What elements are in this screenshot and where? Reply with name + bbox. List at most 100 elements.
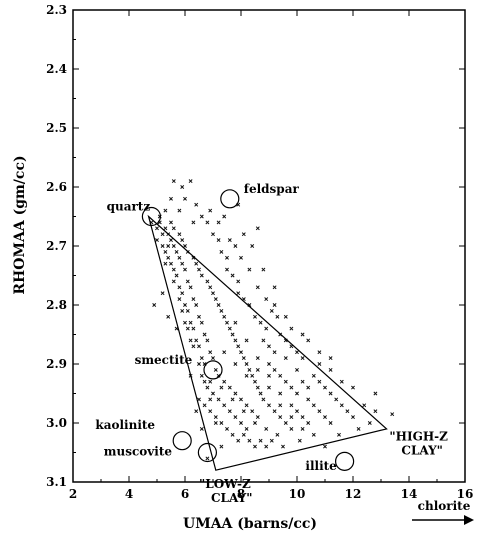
mineral-label-illite: illite [305,459,337,473]
data-point [295,391,299,396]
data-point [241,356,246,361]
data-point [261,267,266,272]
data-point [233,338,238,343]
data-point [222,214,227,219]
data-point [278,373,283,378]
data-point [208,208,213,213]
data-point [255,226,260,231]
data-point [205,220,210,225]
data-point [255,415,260,420]
data-point [222,403,227,408]
data-point [222,314,227,319]
data-point [199,356,204,361]
data-point [177,232,182,237]
data-point [188,179,193,184]
data-point [244,373,249,378]
data-point [169,220,173,225]
data-point [197,314,201,319]
data-point [230,332,235,337]
data-point [239,350,243,355]
y-tick-label: 2.5 [46,121,67,135]
data-point [216,220,221,225]
data-point [264,297,269,302]
data-point [216,303,221,307]
data-point [244,426,249,431]
data-point [306,385,311,390]
data-point [197,344,201,349]
y-tick-label: 2.4 [46,62,67,76]
data-point [202,379,207,384]
data-point [367,421,372,425]
x-tick-label: 2 [69,487,77,501]
mineral-circle-feldspar [220,189,240,209]
data-point [241,409,246,414]
data-point [180,261,185,266]
data-point [264,326,269,331]
data-point [306,421,311,425]
data-point [236,344,241,349]
data-point [272,303,277,307]
data-point [205,338,210,343]
data-point [155,226,159,231]
data-point [258,320,263,325]
data-point [328,356,333,361]
data-point [283,356,288,361]
data-point [227,385,232,390]
data-point [351,385,355,390]
y-tick-label: 3.1 [46,475,67,489]
data-point [241,432,246,437]
data-point [323,415,327,420]
data-point [160,244,165,248]
data-point [225,255,229,260]
data-point [185,308,190,313]
data-points [149,179,395,461]
data-point [339,403,344,408]
data-point [295,367,299,372]
y-tick-label: 2.6 [46,180,67,194]
mineral-label-feldspar: feldspar [244,182,300,196]
data-point [213,421,218,425]
data-point [247,367,252,372]
data-point [171,279,176,284]
data-point [166,314,171,319]
data-point [258,438,263,443]
data-point [261,397,266,402]
mineral-label-quartz: quartz [107,200,151,214]
data-point [351,415,355,420]
data-point [180,185,185,189]
data-point [169,196,173,201]
x-tick-label: 14 [401,487,418,501]
data-point [183,244,187,248]
data-point [174,249,179,254]
data-point [269,308,274,313]
data-point [233,415,238,420]
y-tick-label: 3.0 [46,416,67,430]
data-point [250,244,255,248]
mineral-circle-quartz [141,206,161,227]
data-point [275,432,280,437]
data-point [255,385,260,390]
data-point [278,403,283,408]
mineral-label-smectite: smectite [135,353,193,367]
data-point [258,391,263,396]
data-point [152,303,157,307]
data-point [183,303,187,307]
data-point [233,362,238,366]
data-point [306,397,311,402]
data-point [171,244,176,248]
data-point [205,456,210,461]
data-point [253,421,257,425]
triangle-label-line: CLAY" [401,444,443,458]
data-point [239,255,243,260]
triangle-label-line: "LOW-Z [199,477,251,491]
data-point [211,391,215,396]
data-point [261,338,266,343]
triangle-label: "HIGH-Z CLAY" [389,430,448,458]
data-point [334,397,339,402]
data-point [289,403,294,408]
data-point [225,320,229,325]
data-point [208,397,213,402]
data-point [275,314,280,319]
data-point [222,350,227,355]
data-point [183,267,187,272]
